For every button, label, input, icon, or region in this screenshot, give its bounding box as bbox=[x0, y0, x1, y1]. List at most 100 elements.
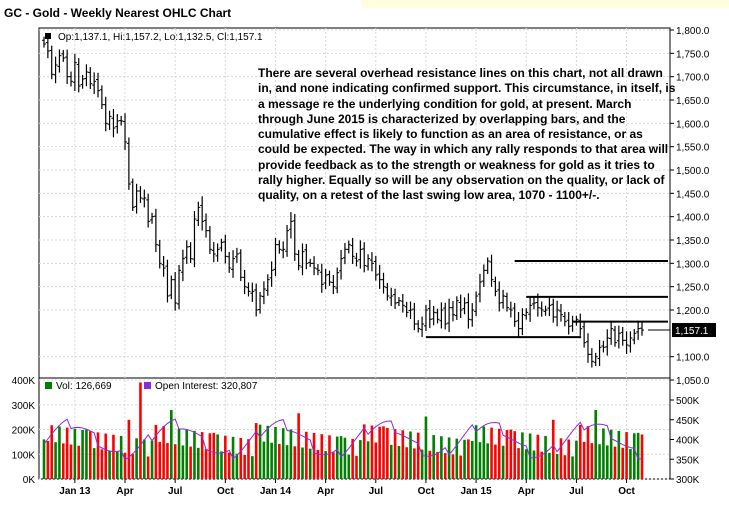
volume-bar bbox=[490, 427, 493, 479]
price-tick-label: 1,550.0 bbox=[676, 143, 710, 154]
volume-bar bbox=[617, 430, 621, 479]
ohlc-bar bbox=[528, 297, 533, 322]
volume-bar bbox=[46, 440, 50, 479]
volume-bar bbox=[131, 454, 135, 479]
ohlc-bar bbox=[485, 257, 490, 274]
ohlc-bar bbox=[335, 267, 340, 294]
ohlc-bar bbox=[373, 255, 378, 281]
volume-bar bbox=[544, 435, 547, 479]
last-price-box bbox=[672, 323, 716, 338]
ohlc-bar bbox=[281, 241, 286, 259]
ohlc-bar bbox=[582, 321, 587, 348]
volume-bar bbox=[224, 435, 227, 479]
price-tick-label: 1,650.0 bbox=[676, 96, 710, 107]
ohlc-bar bbox=[180, 249, 185, 282]
ohlc-bar bbox=[142, 189, 147, 208]
volume-bar bbox=[96, 432, 100, 479]
ohlc-bar bbox=[304, 243, 309, 270]
ohlc-bar bbox=[76, 58, 81, 93]
ohlc-bar bbox=[319, 263, 324, 293]
price-tick-label: 1,450.0 bbox=[676, 189, 710, 200]
ohlc-bar bbox=[45, 35, 50, 59]
volume-bar bbox=[139, 382, 142, 479]
ohlc-bar bbox=[481, 264, 486, 287]
ohlc-bar bbox=[616, 325, 621, 349]
ohlc-bar bbox=[153, 208, 158, 253]
ohlc-bar bbox=[555, 300, 560, 327]
volume-bar bbox=[328, 435, 331, 479]
ohlc-bar bbox=[462, 297, 467, 315]
ohlc-bar bbox=[134, 183, 139, 214]
ohlc-bar bbox=[219, 238, 224, 252]
oi-legend-swatch bbox=[144, 382, 151, 389]
ohlc-bar bbox=[265, 274, 270, 296]
volume-bar bbox=[162, 426, 165, 479]
ohlc-bar bbox=[115, 114, 120, 134]
volume-bar bbox=[521, 432, 524, 479]
ohlc-bar bbox=[161, 256, 166, 277]
volume-bar bbox=[578, 424, 582, 479]
volume-bar bbox=[251, 456, 254, 479]
ohlc-bar bbox=[296, 249, 301, 271]
ohlc-bar bbox=[339, 249, 344, 280]
ohlc-bar bbox=[447, 298, 452, 333]
ohlc-bar bbox=[261, 281, 266, 305]
ohlc-bar bbox=[242, 269, 247, 295]
ohlc-bar bbox=[342, 242, 347, 265]
ohlc-bar bbox=[466, 293, 471, 329]
ohlc-bar bbox=[620, 327, 625, 346]
ohlc-bar bbox=[92, 72, 97, 95]
ohlc-bar bbox=[589, 348, 594, 368]
volume-bar bbox=[301, 447, 304, 479]
ohlc-bar bbox=[420, 316, 425, 338]
volume-bar bbox=[505, 429, 509, 479]
price-tick-label: 1,500.0 bbox=[676, 166, 710, 177]
ohlc-bar bbox=[477, 273, 482, 303]
ohlc-bar bbox=[323, 268, 328, 290]
price-tick-label: 1,250.0 bbox=[676, 283, 710, 294]
ohlc-bar bbox=[551, 298, 556, 323]
ohlc-bar bbox=[308, 258, 313, 267]
volume-bar bbox=[586, 426, 590, 479]
volume-bar bbox=[305, 431, 308, 479]
volume-bar bbox=[173, 444, 177, 479]
ohlc-bar bbox=[211, 242, 216, 263]
volume-bar bbox=[551, 419, 555, 479]
volume-bar bbox=[467, 439, 470, 479]
ohlc-bar bbox=[204, 213, 209, 238]
ohlc-bar bbox=[412, 302, 417, 331]
volume-bar bbox=[208, 433, 212, 479]
ohlc-bar bbox=[470, 303, 475, 327]
price-tick-label: 1,300.0 bbox=[676, 259, 710, 270]
volume-bar bbox=[243, 454, 246, 479]
volume-bar bbox=[88, 431, 92, 479]
volume-bar bbox=[555, 454, 559, 479]
ohlc-bar bbox=[99, 85, 104, 110]
ohlc-bar bbox=[223, 234, 228, 264]
ohlc-bar bbox=[215, 243, 220, 262]
volume-bar bbox=[239, 438, 243, 479]
ohlc-bar bbox=[504, 292, 509, 312]
time-tick-label: Jan 13 bbox=[59, 486, 91, 497]
ohlc-bar bbox=[246, 282, 251, 297]
ohlc-bar bbox=[427, 299, 432, 329]
ohlc-bar bbox=[269, 261, 274, 287]
ohlc-bar bbox=[177, 264, 182, 310]
ohlc-bar bbox=[146, 193, 151, 228]
open-interest-line bbox=[43, 418, 643, 461]
volume-bar bbox=[278, 443, 281, 479]
volume-bar bbox=[497, 428, 501, 479]
volume-bar bbox=[308, 448, 312, 479]
ohlc-bar bbox=[377, 264, 382, 289]
price-tick-label: 1,350.0 bbox=[676, 236, 710, 247]
volume-bar bbox=[143, 439, 146, 479]
ohlc-bar bbox=[234, 247, 239, 263]
volume-bar bbox=[359, 440, 362, 479]
volume-bar bbox=[629, 449, 632, 479]
ohlc-bar bbox=[96, 72, 101, 98]
ohlc-bar bbox=[42, 36, 46, 48]
price-tick-label: 1,700.0 bbox=[676, 73, 710, 84]
volume-tick-label: 300K bbox=[12, 401, 36, 412]
volume-bar bbox=[69, 444, 73, 479]
